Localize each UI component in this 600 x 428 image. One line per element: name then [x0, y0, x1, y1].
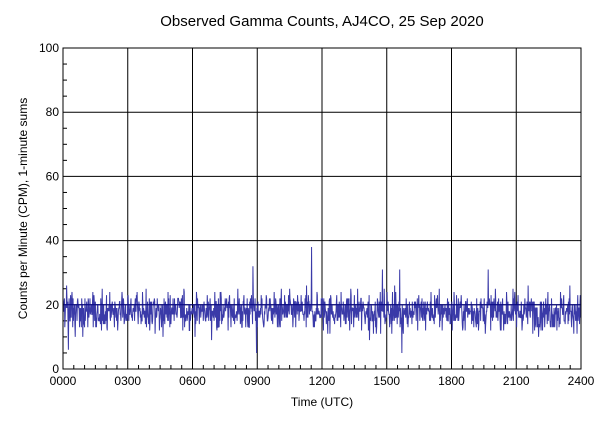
x-tick-label: 1500 — [373, 374, 400, 388]
x-tick-label: 1800 — [438, 374, 465, 388]
y-tick-label: 0 — [52, 362, 59, 376]
y-tick-label: 60 — [46, 169, 60, 183]
y-tick-label: 100 — [39, 41, 59, 55]
y-tick-label: 80 — [46, 105, 60, 119]
chart-title: Observed Gamma Counts, AJ4CO, 25 Sep 202… — [160, 13, 484, 30]
x-tick-label: 1200 — [309, 374, 336, 388]
x-axis-label: Time (UTC) — [291, 395, 353, 409]
y-tick-labels: 0 20 40 60 80 100 — [39, 41, 59, 376]
y-tick-label: 40 — [46, 234, 60, 248]
x-tick-labels: 0000 0300 0600 0900 1200 1500 1800 2100 2400 — [50, 374, 595, 388]
x-tick-label: 0900 — [244, 374, 271, 388]
y-axis-label: Counts per Minute (CPM), 1-minute sums — [16, 98, 30, 319]
x-tick-label: 0000 — [50, 374, 77, 388]
x-tick-label: 0300 — [114, 374, 141, 388]
x-tick-label: 2400 — [568, 374, 595, 388]
plot-frame — [62, 47, 582, 370]
x-tick-label: 2100 — [503, 374, 530, 388]
y-tick-label: 20 — [46, 298, 60, 312]
x-tick-label: 0600 — [179, 374, 206, 388]
minor-ticks — [63, 63, 571, 369]
